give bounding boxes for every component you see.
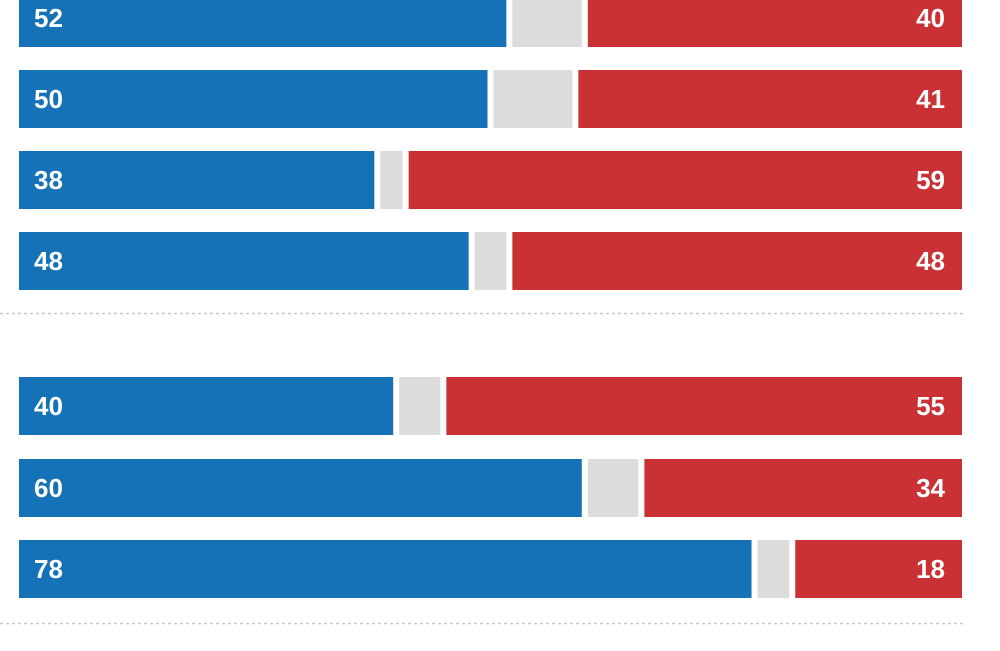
- bar-row: 48 48: [19, 232, 962, 290]
- right-segment: [512, 232, 962, 290]
- middle-segment: [380, 151, 403, 209]
- right-segment: [446, 377, 963, 435]
- group-2: 40 55 60 34 78 18: [0, 377, 966, 625]
- middle-segment: [399, 377, 441, 435]
- left-segment: [19, 540, 752, 598]
- middle-segment: [757, 540, 790, 598]
- left-value-label: 52: [34, 3, 63, 33]
- left-value-label: 50: [34, 84, 63, 114]
- right-value-label: 48: [916, 246, 945, 276]
- left-segment: [19, 377, 394, 435]
- middle-segment: [512, 0, 582, 47]
- left-segment: [19, 70, 488, 128]
- right-segment: [408, 151, 962, 209]
- right-value-label: 40: [916, 3, 945, 33]
- bar-row: 60 34: [19, 459, 962, 517]
- left-value-label: 40: [34, 391, 63, 421]
- middle-segment: [587, 459, 639, 517]
- right-value-label: 18: [916, 554, 945, 584]
- bar-row: 38 59: [19, 151, 962, 209]
- left-value-label: 78: [34, 554, 63, 584]
- right-value-label: 41: [916, 84, 945, 114]
- right-segment: [587, 0, 962, 47]
- group-1: 52 40 50 41 38 59 48 48: [0, 0, 966, 315]
- left-value-label: 48: [34, 246, 63, 276]
- right-value-label: 55: [916, 391, 945, 421]
- bar-row: 52 40: [19, 0, 962, 47]
- left-value-label: 60: [34, 473, 63, 503]
- right-segment: [795, 540, 962, 598]
- right-segment: [644, 459, 962, 517]
- bar-row: 78 18: [19, 540, 962, 598]
- left-segment: [19, 0, 507, 47]
- right-value-label: 34: [916, 473, 945, 503]
- bar-row: 50 41: [19, 70, 962, 128]
- right-value-label: 59: [916, 165, 945, 195]
- bar-row: 40 55: [19, 377, 963, 435]
- left-value-label: 38: [34, 165, 63, 195]
- middle-segment: [474, 232, 507, 290]
- left-segment: [19, 232, 469, 290]
- left-segment: [19, 151, 375, 209]
- right-segment: [578, 70, 962, 128]
- middle-segment: [493, 70, 573, 128]
- left-segment: [19, 459, 582, 517]
